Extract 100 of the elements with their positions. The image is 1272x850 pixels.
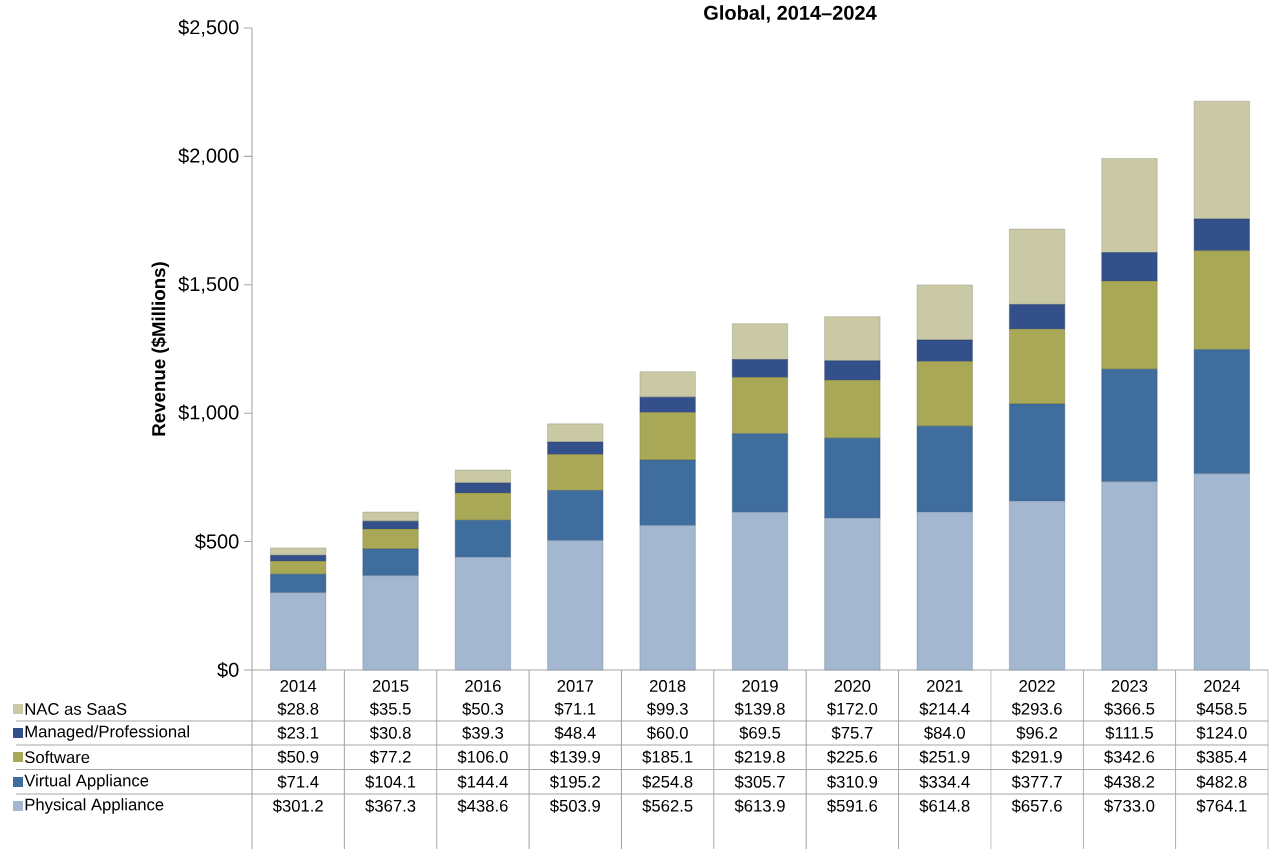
bar (1009, 329, 1065, 405)
data-label: $310.9 (827, 775, 878, 789)
y-tick-label: $2,500 (178, 19, 239, 37)
data-label: $48.4 (554, 726, 596, 740)
legend-label: Physical Appliance (25, 798, 164, 814)
data-label: $35.5 (369, 702, 411, 716)
bar (639, 371, 696, 398)
bar (455, 520, 511, 558)
data-label: $139.9 (549, 750, 600, 764)
data-label: $657.6 (1011, 799, 1062, 813)
data-label: $50.9 (277, 750, 319, 764)
bar (455, 470, 511, 484)
bar (916, 284, 973, 341)
bar (916, 512, 973, 671)
bar (639, 460, 696, 526)
bar (732, 359, 788, 378)
bar (732, 377, 788, 435)
y-tick-label: $2,000 (178, 147, 239, 166)
data-label: $99.3 (646, 702, 688, 716)
data-label: $438.6 (457, 799, 508, 813)
data-label: $96.2 (1016, 726, 1058, 740)
legend-label: NAC as SaaS (25, 703, 127, 716)
data-label: $301.2 (272, 799, 323, 813)
data-label: $293.6 (1011, 702, 1062, 716)
data-label: $185.1 (642, 750, 693, 764)
bar (362, 548, 419, 577)
bar (547, 490, 604, 542)
data-label: $60.0 (646, 726, 688, 740)
data-label: $71.1 (554, 702, 596, 716)
bar (824, 438, 881, 519)
y-tick-label: $0 (217, 662, 239, 679)
data-label: $50.3 (462, 702, 504, 716)
bar (824, 518, 881, 671)
data-label: $503.9 (549, 799, 600, 813)
y-tick-label: $500 (195, 533, 239, 550)
bar (1193, 349, 1250, 475)
data-label: $367.3 (365, 799, 416, 813)
bar (270, 574, 327, 594)
bar (362, 512, 419, 522)
bar (1193, 101, 1250, 220)
bar (455, 493, 511, 521)
x-tick-label: 2014 (280, 680, 317, 693)
bar (732, 512, 788, 671)
data-label: $23.1 (277, 726, 319, 740)
bar (1101, 158, 1158, 254)
bar (270, 592, 327, 671)
bar (1009, 229, 1065, 305)
x-tick-label: 2018 (649, 680, 686, 693)
bar (916, 361, 973, 427)
bar (547, 540, 604, 671)
data-label: $71.4 (277, 775, 319, 789)
data-label: $366.5 (1104, 702, 1155, 716)
bar (362, 529, 419, 550)
bar (547, 442, 604, 455)
data-label: $104.1 (365, 775, 416, 789)
bar (455, 483, 511, 494)
data-label: $614.8 (919, 799, 970, 813)
data-label: $214.4 (919, 702, 970, 716)
data-label: $591.6 (827, 799, 878, 813)
bar (824, 360, 881, 381)
data-label: $438.2 (1104, 775, 1155, 789)
bar (1101, 369, 1158, 483)
x-tick-label: 2020 (834, 680, 871, 693)
bar (916, 426, 973, 513)
x-tick-label: 2022 (1019, 680, 1055, 693)
x-tick-label: 2024 (1204, 680, 1240, 693)
data-label: $84.0 (924, 726, 965, 740)
chart-title: Global, 2014–2024 (704, 5, 877, 24)
data-label: $562.5 (642, 799, 693, 813)
data-label: $733.0 (1104, 799, 1155, 813)
bar (639, 412, 696, 461)
x-tick-label: 2017 (557, 680, 593, 693)
data-label: $172.0 (827, 702, 878, 716)
data-label: $482.8 (1196, 775, 1247, 789)
bar (639, 397, 696, 413)
x-tick-label: 2019 (742, 680, 778, 693)
bar (916, 340, 973, 362)
data-label: $764.1 (1196, 799, 1247, 813)
data-label: $334.4 (919, 775, 970, 789)
data-label: $139.8 (734, 702, 785, 716)
data-label: $385.4 (1196, 750, 1247, 764)
bar (1101, 281, 1158, 370)
bar (1101, 252, 1158, 282)
data-label: $124.0 (1196, 726, 1247, 740)
bar (362, 575, 419, 671)
bar (1009, 404, 1065, 502)
data-label: $251.9 (919, 750, 970, 764)
data-label: $377.7 (1011, 775, 1062, 789)
data-label: $75.7 (831, 726, 873, 740)
legend-label: Virtual Appliance (24, 774, 149, 790)
data-label: $342.6 (1104, 750, 1155, 764)
bar (732, 433, 788, 513)
x-tick-label: 2021 (927, 680, 963, 693)
data-label: $39.3 (462, 726, 504, 740)
data-label: $106.0 (457, 750, 508, 764)
data-label: $458.5 (1196, 702, 1247, 716)
bar (1009, 304, 1065, 330)
bar (732, 323, 788, 360)
bar (1009, 501, 1065, 671)
bar (270, 547, 327, 556)
